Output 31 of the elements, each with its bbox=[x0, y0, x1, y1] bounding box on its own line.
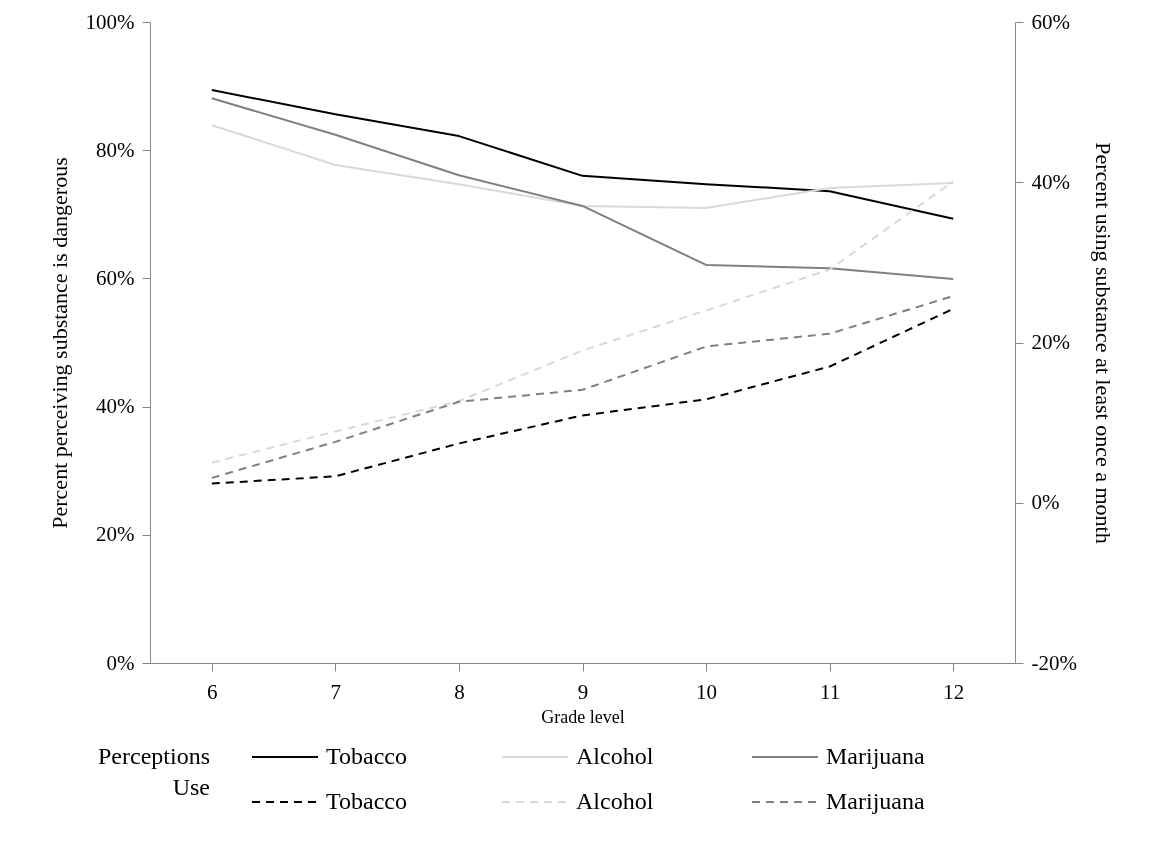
y2-tick-label: 60% bbox=[1031, 9, 1070, 34]
y-tick-label: 80% bbox=[96, 137, 135, 162]
x-tick-label: 9 bbox=[577, 679, 589, 704]
y2-axis-title: Percent using substance at least once a month bbox=[1090, 142, 1116, 544]
x-tick-label: 11 bbox=[820, 679, 841, 704]
y-tick-label: 40% bbox=[96, 394, 135, 419]
y2-tick-label: 0% bbox=[1031, 490, 1060, 515]
text: Perceptions bbox=[97, 743, 211, 770]
y2-tick-label: -20% bbox=[1031, 650, 1077, 675]
y2-tick-label: 40% bbox=[1031, 169, 1070, 194]
line-series bbox=[210, 97, 955, 281]
legend-label: Alcohol bbox=[576, 743, 654, 770]
legend-label: Alcohol bbox=[576, 788, 654, 815]
x-tick-label: 6 bbox=[207, 679, 218, 704]
legend-label: Tobacco bbox=[326, 788, 407, 815]
legend-label: Marijuana bbox=[826, 788, 925, 815]
x-axis-title: Grade level bbox=[541, 706, 625, 727]
y-axis-title: Percent perceiving substance is dangerous bbox=[46, 157, 72, 529]
y-tick-label: 60% bbox=[96, 265, 135, 290]
y-tick-label: 0% bbox=[106, 650, 135, 675]
y-tick-label: 20% bbox=[96, 522, 135, 547]
line-series bbox=[210, 88, 955, 220]
x-tick-label: 12 bbox=[943, 679, 965, 704]
x-tick-label: 7 bbox=[330, 679, 342, 704]
x-tick-label: 8 bbox=[454, 679, 465, 704]
x-tick-label: 10 bbox=[696, 679, 718, 704]
y-tick-label: 100% bbox=[85, 9, 135, 34]
legend-label: Marijuana bbox=[826, 743, 925, 770]
text: Use bbox=[171, 774, 211, 802]
y2-tick-label: 20% bbox=[1031, 330, 1070, 354]
legend-label: Tobacco bbox=[326, 743, 407, 770]
